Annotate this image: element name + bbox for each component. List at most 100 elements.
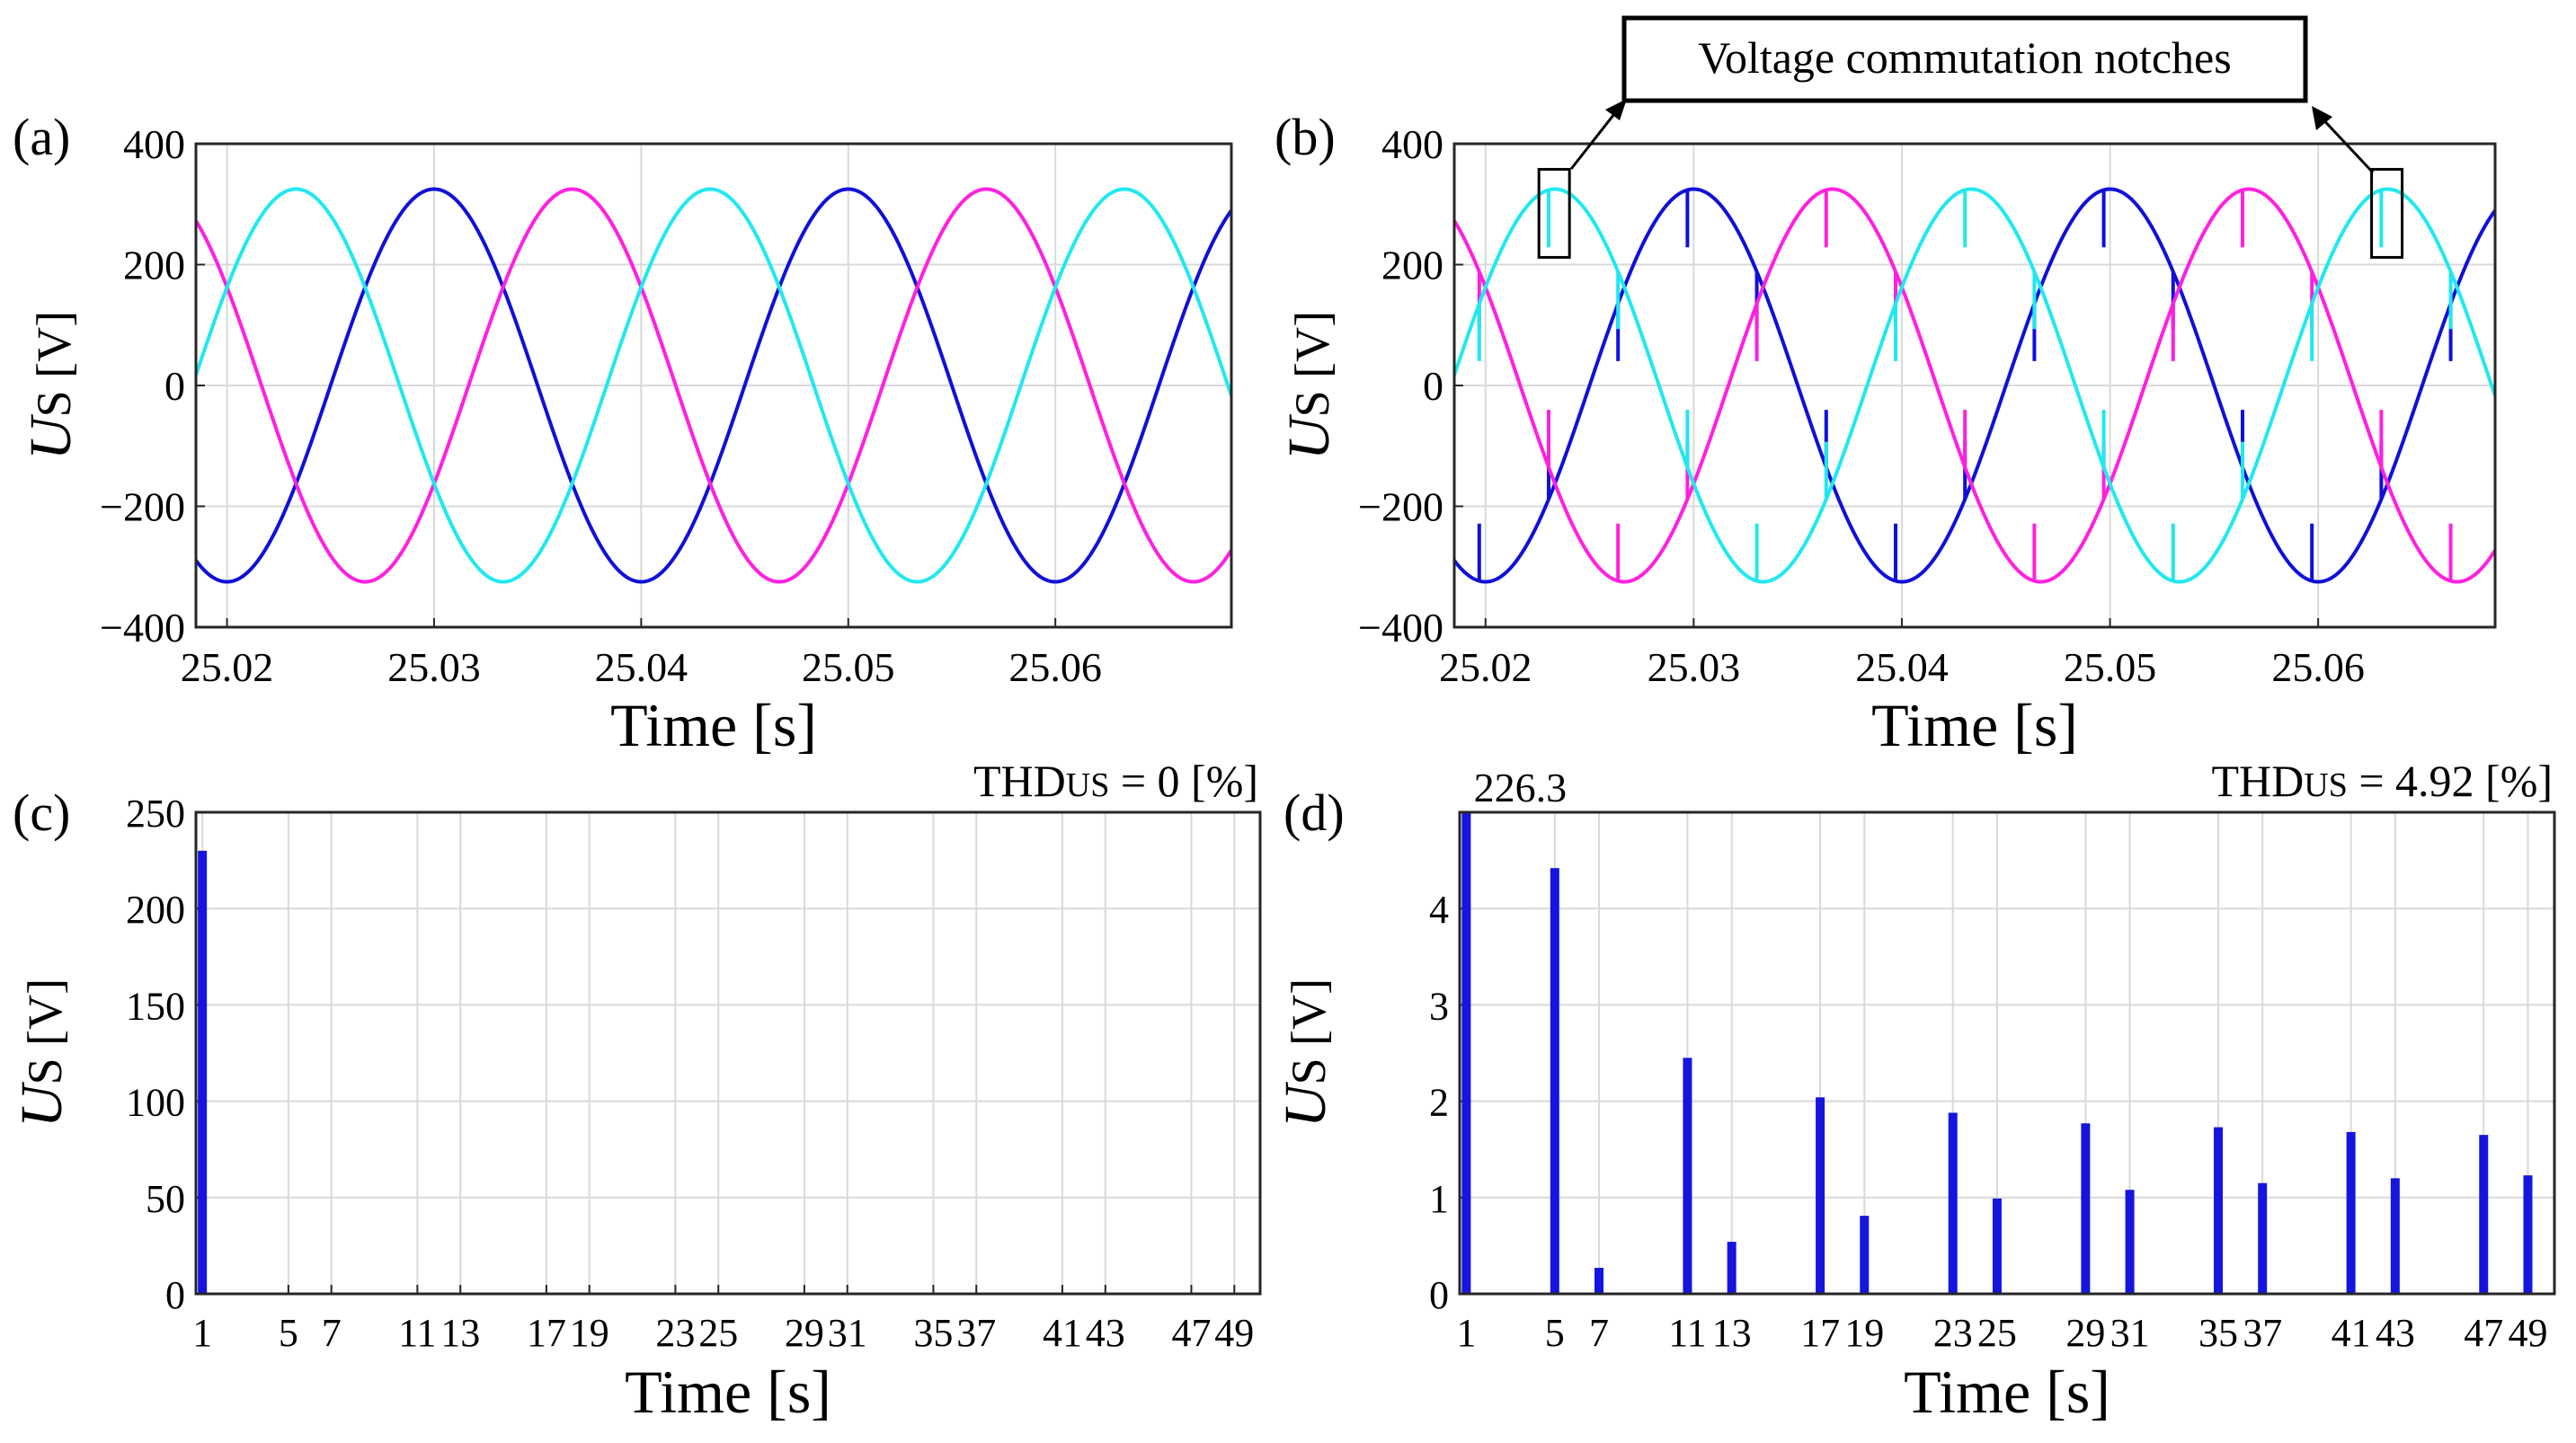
annotation-arrow-left — [1569, 105, 1622, 170]
x-tick-label: 25 — [1977, 1311, 2017, 1355]
x-axis-label: Time [s] — [610, 691, 817, 759]
y-axis-label-symbol: U — [18, 413, 84, 460]
x-tick-label: 31 — [828, 1311, 867, 1355]
arrowhead-right-icon — [2312, 106, 2332, 130]
bar-h49 — [2523, 1175, 2533, 1294]
bar-h43 — [2390, 1178, 2400, 1294]
x-tick-label: 47 — [2464, 1311, 2503, 1355]
x-tick-label: 13 — [440, 1311, 480, 1355]
y-tick-label: 400 — [123, 121, 185, 167]
y-axis-label-symbol: U — [1276, 413, 1342, 460]
bar-h17 — [1816, 1097, 1825, 1294]
series-line-3 — [1452, 187, 2497, 584]
x-tick-label: 5 — [279, 1311, 298, 1355]
x-tick-label: 25.04 — [595, 644, 688, 690]
chart-panel-b: 25.02 25.03 25.04 25.05 25.06 −400 −200 0 200 400… — [1276, 121, 2497, 759]
chart-panel-c: 1 5 7 11 13 17 19 23 25 29 31 35 37 41 43 47 49 0 50 100 150… — [9, 756, 1262, 1426]
y-tick-label: 2 — [1429, 1081, 1449, 1125]
y-tick-label: 4 — [1429, 888, 1449, 932]
y-axis-label: US [V] — [18, 311, 84, 460]
y-tick-label: 200 — [126, 888, 185, 932]
thd-subscript: US — [1066, 766, 1110, 804]
series-line-1 — [1452, 187, 2497, 584]
y-tick-label: −400 — [1358, 605, 1443, 651]
x-tick-label: 7 — [1589, 1311, 1609, 1355]
chart-panel-d: 1 5 7 11 13 17 19 23 25 29 31 35 37 41 43 47 4901234Time… — [1273, 756, 2556, 1426]
panel-label-d: (d) — [1284, 783, 1345, 842]
x-tick-label: 35 — [2198, 1311, 2238, 1355]
series-line-3 — [194, 187, 1233, 584]
y-tick-label: 50 — [146, 1177, 185, 1221]
x-tick-label: 5 — [1545, 1311, 1565, 1355]
y-tick-label: 0 — [1429, 1273, 1449, 1317]
x-tick-label: 25.06 — [1008, 644, 1102, 690]
x-tick-label: 1 — [192, 1311, 212, 1355]
x-tick-label: 25.03 — [1648, 644, 1741, 690]
x-tick-label: 25.05 — [802, 644, 895, 690]
y-axis-label-unit: S [V] — [1282, 978, 1336, 1085]
x-tick-label: 17 — [527, 1311, 566, 1355]
y-tick-label: 150 — [126, 984, 185, 1028]
bar-h7 — [1594, 1268, 1604, 1294]
y-axis-label-unit: S [V] — [27, 311, 81, 418]
y-tick-label: 200 — [123, 243, 185, 288]
bar-h47 — [2479, 1135, 2489, 1294]
x-tick-label: 43 — [1086, 1311, 1125, 1355]
notch-annotation: Voltage commutation notches — [1569, 15, 2375, 174]
thd-value: = 0 [%] — [1109, 756, 1258, 806]
x-tick-label: 49 — [2508, 1311, 2547, 1355]
x-tick-label: 37 — [956, 1311, 996, 1355]
bar-h19 — [1860, 1216, 1870, 1294]
x-tick-label: 41 — [2332, 1311, 2371, 1355]
y-tick-label: 200 — [1381, 243, 1443, 288]
x-tick-label: 29 — [785, 1311, 824, 1355]
x-tick-label: 31 — [2110, 1311, 2150, 1355]
thd-annotation: THDUS = 4.92 [%] — [2212, 756, 2554, 806]
x-tick-label: 41 — [1043, 1311, 1082, 1355]
series-line-2 — [194, 187, 1233, 584]
x-tick-label: 23 — [655, 1311, 695, 1355]
x-tick-label: 7 — [322, 1311, 342, 1355]
x-tick-label: 25.02 — [181, 644, 274, 690]
chart-panel-a: 25.02 25.03 25.04 25.05 25.06 −400 −200 0 200 400… — [18, 121, 1233, 759]
bar-h23 — [1948, 1112, 1958, 1294]
bar-h1 — [198, 850, 208, 1294]
y-tick-label: −200 — [1358, 484, 1443, 530]
y-axis-label: US [V] — [1273, 978, 1338, 1128]
thd-annotation: THDUS = 0 [%] — [973, 756, 1258, 806]
y-tick-label: 250 — [126, 792, 185, 836]
thd-prefix: THD — [2212, 756, 2305, 806]
x-tick-label: 47 — [1171, 1311, 1211, 1355]
bar-h13 — [1727, 1242, 1737, 1294]
series-line-1 — [194, 187, 1233, 584]
thd-value: = 4.92 [%] — [2348, 756, 2553, 806]
x-tick-label: 11 — [398, 1311, 436, 1355]
plot-frame — [1452, 142, 2497, 629]
bar-h11 — [1683, 1058, 1692, 1294]
x-tick-label: 19 — [1844, 1311, 1884, 1355]
y-tick-label: −400 — [100, 605, 185, 651]
annotation-box — [1621, 15, 2308, 103]
y-axis-label-symbol: U — [1273, 1081, 1338, 1128]
y-axis-label-unit: S [V] — [1285, 311, 1339, 418]
x-tick-label: 37 — [2243, 1311, 2282, 1355]
y-axis-label-unit: S [V] — [18, 978, 72, 1085]
x-tick-label: 19 — [570, 1311, 609, 1355]
bar-h29 — [2081, 1123, 2091, 1294]
notch-highlight-box — [2370, 167, 2404, 259]
x-tick-label: 25.06 — [2271, 644, 2365, 690]
y-tick-label: 0 — [164, 363, 185, 409]
notch-highlight-box — [1537, 167, 1571, 259]
series-line-2 — [1452, 187, 2497, 584]
arrowhead-left-icon — [1605, 99, 1627, 120]
y-tick-label: −200 — [100, 484, 185, 530]
x-tick-label: 11 — [1668, 1311, 1706, 1355]
annotation-arrow-right — [2317, 113, 2375, 174]
x-tick-label: 25 — [698, 1311, 738, 1355]
y-tick-label: 0 — [165, 1273, 185, 1317]
x-axis-label: Time [s] — [1904, 1358, 2110, 1426]
x-tick-label: 23 — [1933, 1311, 1973, 1355]
x-axis-label: Time [s] — [1871, 691, 2078, 759]
x-tick-label: 49 — [1214, 1311, 1254, 1355]
